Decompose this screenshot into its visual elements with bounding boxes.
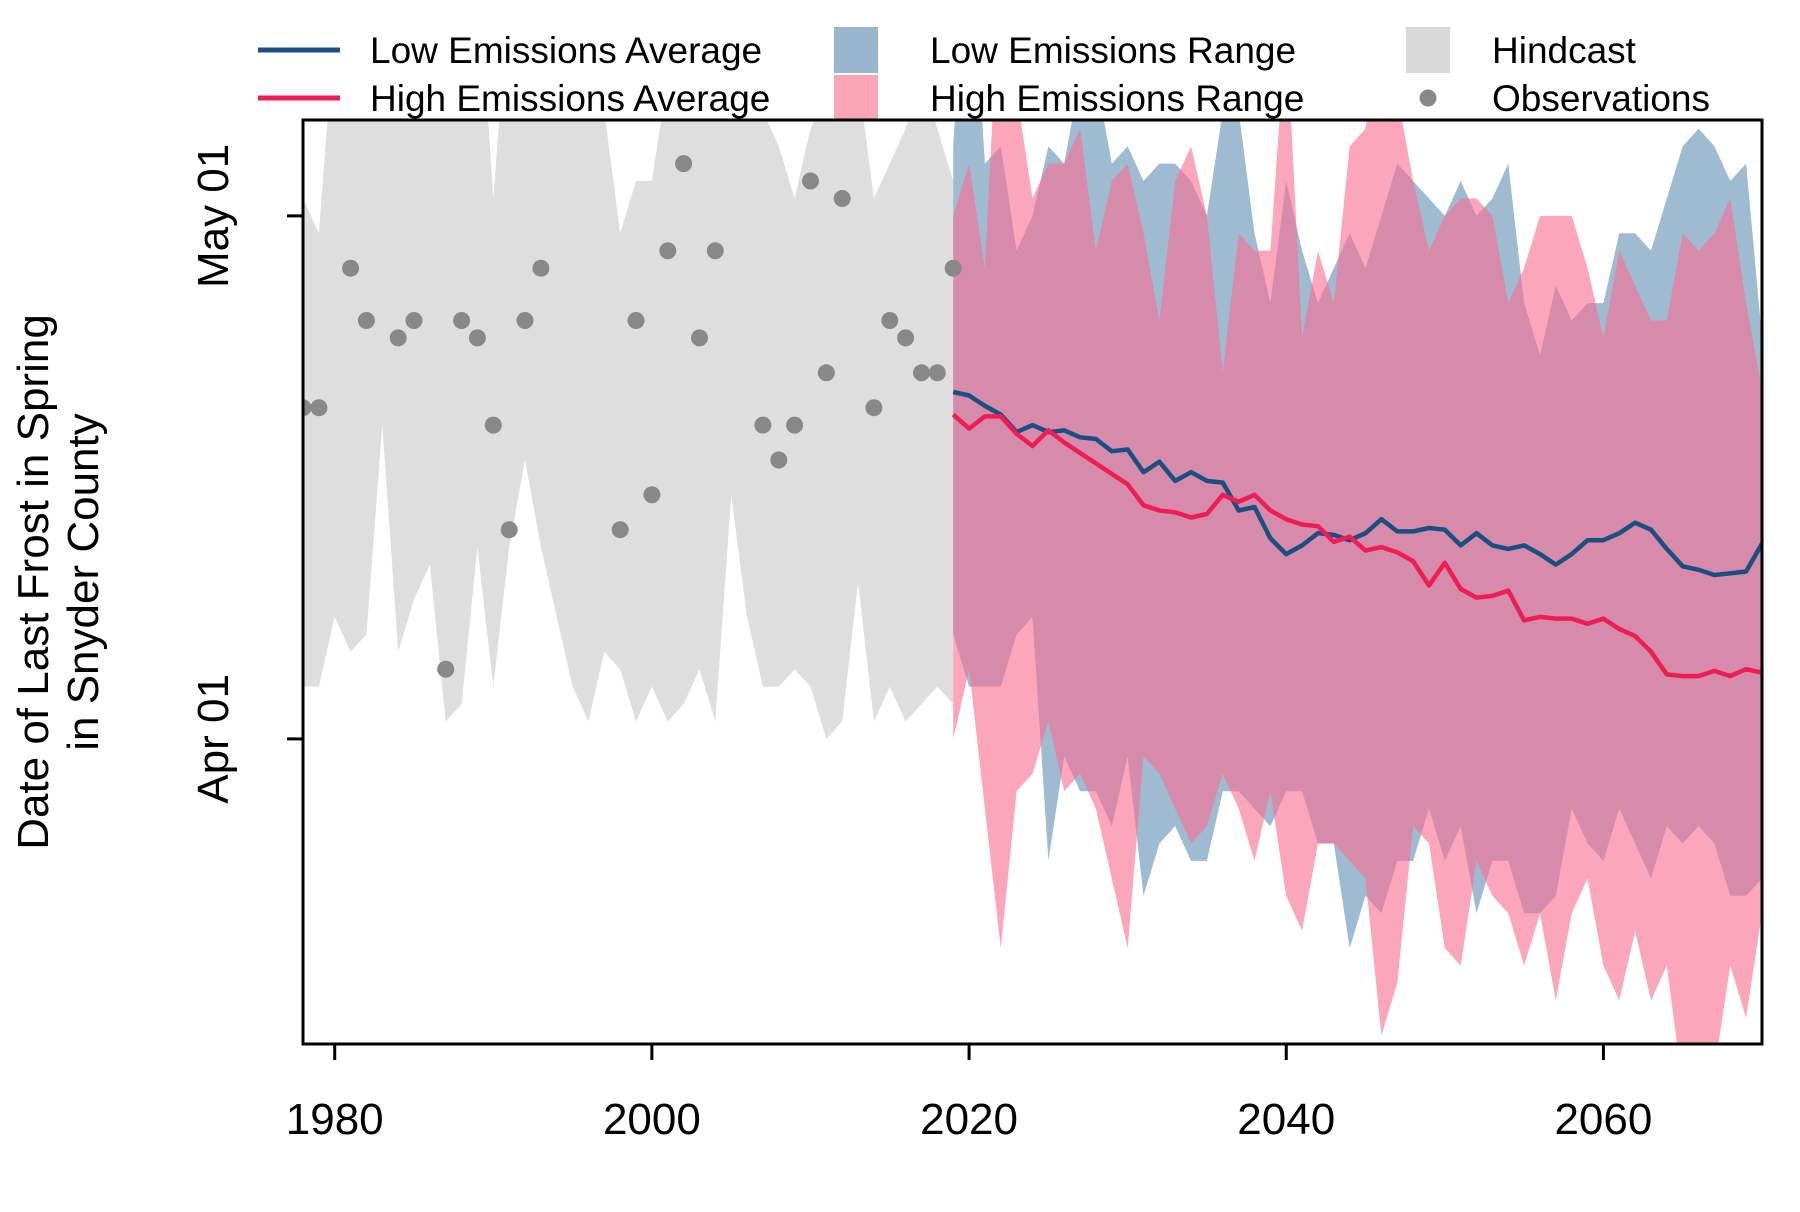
high-emissions-range-band [953,120,1762,1044]
observation-point [516,312,534,329]
legend-point-swatch [1419,89,1437,107]
observation-point [310,399,328,417]
observation-point [532,259,550,277]
observation-point [913,364,930,382]
observation-point [627,312,645,329]
observation-point [500,521,518,539]
legend-box-swatch [834,27,878,73]
y-tick-label: Apr 01 [189,674,238,804]
legend-label: Low Emissions Range [930,30,1296,71]
x-tick-label: 2040 [1237,1095,1335,1144]
observation-point [675,155,693,173]
y-axis: Apr 01 May 01 [189,144,303,804]
observation-point [643,486,661,504]
observation-point [484,416,502,434]
high-emissions-average-line [951,412,1762,679]
x-axis: 1980 2000 2020 2040 2060 [286,1044,1652,1144]
y-axis-title-line1: Date of Last Frost in Spring [9,314,58,850]
legend-box-swatch [1406,27,1450,73]
legend-label: High Emissions Average [370,78,770,119]
legend-label: Hindcast [1492,30,1637,71]
observation-point [944,259,962,277]
x-tick-label: 2020 [920,1095,1018,1144]
observation-point [437,660,455,678]
observation-point [659,242,677,260]
observation-point [961,0,978,15]
x-tick-label: 2000 [603,1095,701,1144]
legend: Low Emissions Average High Emissions Aver… [258,27,1710,121]
observation-point [802,172,819,190]
observation-point [326,103,343,120]
observation-point [342,259,360,277]
legend-label: Low Emissions Average [370,30,762,71]
observation-point [770,451,788,469]
observation-point [453,312,471,329]
observation-point [468,329,486,347]
legend-label: Observations [1492,78,1710,119]
observation-point [389,329,407,347]
observation-point [817,364,835,382]
observation-point [303,399,312,417]
y-axis-title-line2: in Snyder County [59,413,108,751]
plot-area [303,0,1762,1044]
observation-point [881,312,899,329]
observation-point [691,329,708,347]
legend-box-swatch [834,75,878,121]
observation-point [706,242,724,260]
x-tick-label: 2060 [1554,1095,1652,1144]
hindcast-range-band [303,120,954,739]
observation-point [865,399,883,417]
low-emissions-average-line [952,389,1762,578]
observation-point [833,190,851,207]
observation-point [611,521,629,539]
observation-point [548,0,565,15]
observation-point [754,416,772,434]
plot-frame [301,118,1764,1046]
x-tick-label: 1980 [286,1095,384,1144]
observation-point [786,416,804,434]
observation-point [897,329,915,347]
observation-point [357,312,375,329]
y-tick-label: May 01 [189,144,238,288]
observation-point [405,312,423,329]
legend-label: High Emissions Range [930,78,1304,119]
observation-point [928,364,946,382]
